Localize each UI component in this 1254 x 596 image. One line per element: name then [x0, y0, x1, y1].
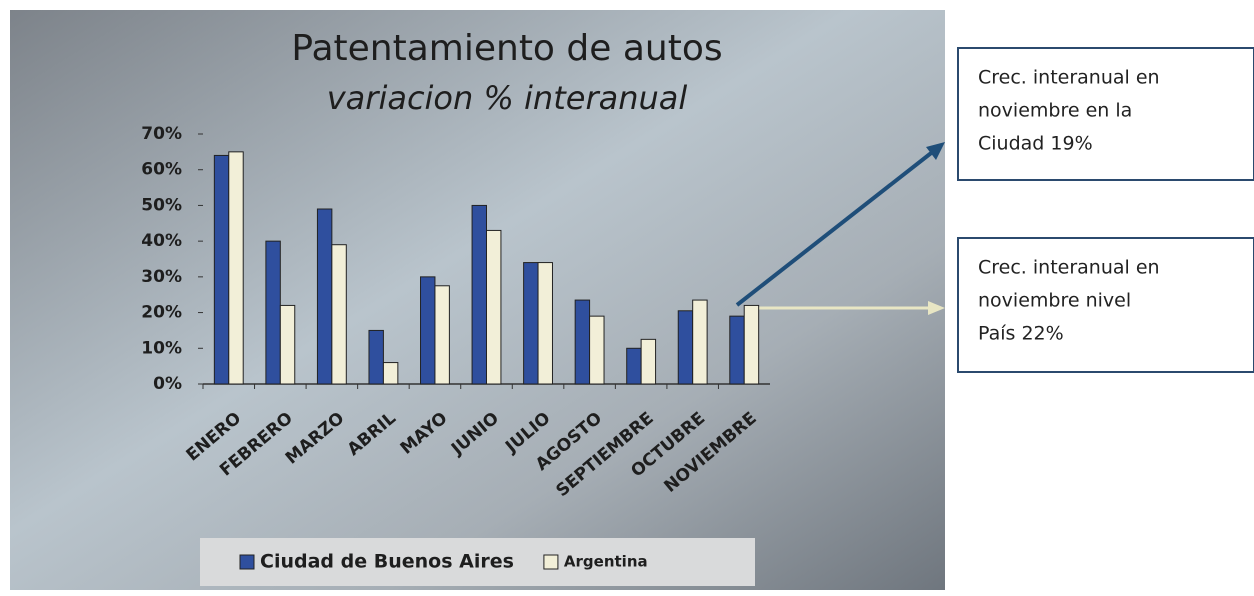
annotation-text: País 22%	[978, 323, 1064, 345]
bar	[434, 285, 450, 385]
bar	[626, 347, 642, 385]
bar	[368, 329, 384, 385]
y-tick-label: 70%	[141, 124, 182, 144]
arrow-head	[926, 142, 945, 160]
annotation-box	[957, 47, 1254, 181]
bar	[589, 315, 605, 385]
bar	[331, 244, 347, 385]
bar	[729, 315, 745, 385]
bar	[743, 304, 760, 385]
chart-subtitle: variacion % interanual	[327, 79, 688, 117]
bar	[692, 299, 708, 385]
bar	[213, 154, 230, 385]
legend-label: Argentina	[564, 553, 648, 571]
bar	[279, 304, 296, 385]
legend-swatch	[543, 554, 559, 570]
annotation-text: Crec. interanual en	[978, 257, 1160, 279]
bar	[677, 310, 694, 385]
y-tick-label: 10%	[141, 338, 182, 358]
annotation-text: Crec. interanual en	[978, 67, 1160, 89]
y-tick-label: 0%	[153, 374, 182, 394]
bar	[640, 338, 657, 385]
bar	[420, 276, 436, 385]
y-tick-label: 40%	[141, 231, 182, 251]
bar	[228, 151, 244, 385]
y-tick-label: 30%	[141, 267, 182, 287]
y-tick-label: 20%	[141, 303, 182, 323]
bar	[523, 262, 539, 385]
bar	[265, 240, 281, 385]
chart-title: Patentamiento de autos	[291, 28, 722, 69]
bar	[471, 204, 487, 385]
y-tick-label: 50%	[141, 195, 182, 215]
annotation-text: noviembre nivel	[978, 290, 1131, 312]
bar	[316, 208, 333, 385]
annotation-box	[957, 237, 1254, 373]
bar	[574, 299, 591, 385]
annotation-text: Ciudad 19%	[978, 133, 1093, 155]
bar	[382, 362, 399, 385]
legend-label: Ciudad de Buenos Aires	[260, 551, 514, 573]
annotation-text: noviembre en la	[978, 100, 1132, 122]
bar	[486, 229, 502, 385]
arrow-head	[928, 301, 945, 315]
legend-swatch	[239, 554, 255, 570]
legend-box	[200, 538, 755, 586]
y-tick-label: 60%	[141, 160, 182, 180]
annotation-arrow	[735, 148, 937, 307]
bar	[537, 262, 553, 385]
